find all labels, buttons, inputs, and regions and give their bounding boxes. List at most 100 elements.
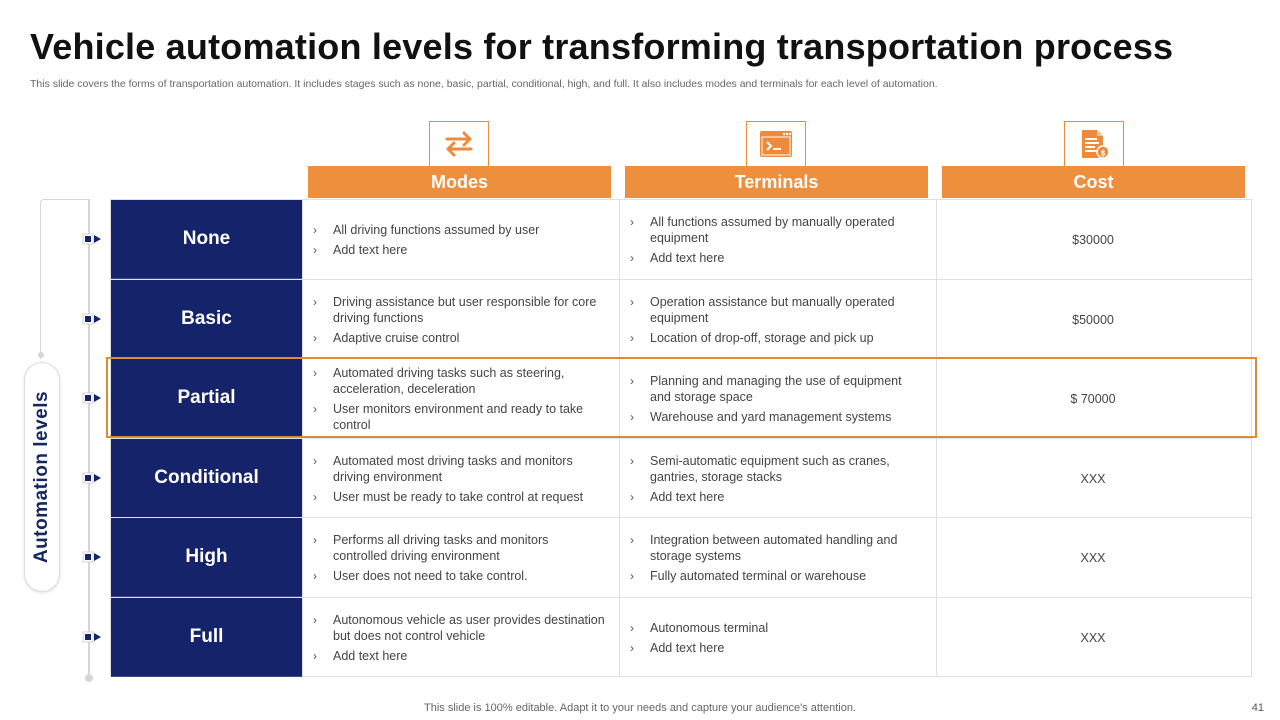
bullet-text: Planning and managing the use of equipme… bbox=[650, 373, 902, 404]
bullet-text: Integration between automated handling a… bbox=[650, 532, 898, 563]
bullet-item: › Add text here bbox=[630, 489, 922, 505]
cost-value: $50000 bbox=[1072, 312, 1114, 327]
chevron-right-icon: › bbox=[630, 453, 634, 468]
bullet-text: Location of drop-off, storage and pick u… bbox=[650, 330, 874, 345]
chevron-right-icon: › bbox=[630, 214, 634, 229]
chevron-right-icon: › bbox=[313, 365, 317, 380]
page-number: 41 bbox=[1251, 702, 1264, 714]
cost-icon-box: $ bbox=[1064, 121, 1124, 167]
bullet-text: User does not need to take control. bbox=[333, 568, 528, 583]
bullet-text: Warehouse and yard management systems bbox=[650, 409, 892, 424]
chevron-right-icon: › bbox=[630, 640, 634, 655]
bullet-item: › Add text here bbox=[313, 648, 605, 664]
modes-icon-box bbox=[429, 121, 489, 167]
cost-cell: $50000 bbox=[936, 280, 1253, 359]
modes-cell: › All driving functions assumed by user › A… bbox=[302, 200, 619, 279]
bullet-text: User monitors environment and ready to t… bbox=[333, 401, 584, 432]
terminals-cell: › Operation assistance but manually opera… bbox=[619, 280, 936, 359]
bullet-text: Driving assistance but user responsible … bbox=[333, 294, 597, 325]
bullet-item: › Automated driving tasks such as steerin… bbox=[313, 365, 605, 397]
chevron-right-icon: › bbox=[630, 373, 634, 388]
terminals-icon-box bbox=[746, 121, 806, 167]
automation-table: None › All driving functions assumed by us… bbox=[110, 199, 1253, 677]
bullet-text: Semi-automatic equipment such as cranes,… bbox=[650, 453, 890, 484]
bullet-item: › Warehouse and yard management systems bbox=[630, 409, 922, 425]
cost-value: $30000 bbox=[1072, 232, 1114, 247]
cost-cell: XXX bbox=[936, 518, 1253, 597]
slide-title: Vehicle automation levels for transformi… bbox=[30, 26, 1174, 67]
modes-cell: › Automated driving tasks such as steerin… bbox=[302, 359, 619, 438]
chevron-right-icon: › bbox=[313, 453, 317, 468]
bullet-text: Add text here bbox=[333, 242, 408, 257]
table-row: High › Performs all driving tasks and moni… bbox=[111, 517, 1253, 597]
chevron-right-icon: › bbox=[313, 330, 317, 345]
bullet-text: Fully automated terminal or warehouse bbox=[650, 568, 867, 583]
bullet-text: Autonomous vehicle as user provides dest… bbox=[333, 612, 605, 643]
level-cell: Basic bbox=[111, 280, 302, 359]
bullet-text: Add text here bbox=[650, 640, 725, 655]
modes-cell: › Autonomous vehicle as user provides des… bbox=[302, 598, 619, 677]
table-row: None › All driving functions assumed by us… bbox=[111, 199, 1253, 279]
bullet-item: › Adaptive cruise control bbox=[313, 330, 605, 346]
table-row: Basic › Driving assistance but user respon… bbox=[111, 279, 1253, 359]
level-marker-icon bbox=[82, 392, 102, 404]
level-cell: Conditional bbox=[111, 439, 302, 518]
bullet-text: User must be ready to take control at re… bbox=[333, 489, 584, 504]
chevron-right-icon: › bbox=[313, 401, 317, 416]
bullet-text: All driving functions assumed by user bbox=[333, 222, 540, 237]
level-marker-icon bbox=[82, 313, 102, 325]
bullet-item: › Integration between automated handling … bbox=[630, 532, 922, 564]
automation-levels-text: Automation levels bbox=[31, 390, 52, 564]
bullet-text: Performs all driving tasks and monitors … bbox=[333, 532, 549, 563]
chevron-right-icon: › bbox=[313, 242, 317, 257]
bullet-item: › Performs all driving tasks and monitors… bbox=[313, 532, 605, 564]
chevron-right-icon: › bbox=[630, 250, 634, 265]
terminals-cell: › Autonomous terminal › Add text here bbox=[619, 598, 936, 677]
svg-text:$: $ bbox=[1100, 149, 1106, 158]
exchange-arrows-icon bbox=[445, 131, 473, 157]
bullet-item: › User does not need to take control. bbox=[313, 568, 605, 584]
table-row: Conditional › Automated most driving tasks… bbox=[111, 438, 1253, 518]
header-terminals: Terminals bbox=[625, 166, 928, 198]
terminals-cell: › All functions assumed by manually opera… bbox=[619, 200, 936, 279]
bullet-item: › Location of drop-off, storage and pick … bbox=[630, 330, 922, 346]
bullet-item: › Add text here bbox=[630, 250, 922, 266]
level-cell: High bbox=[111, 518, 302, 597]
level-marker-icon bbox=[82, 631, 102, 643]
table-row: Partial › Automated driving tasks such as … bbox=[111, 358, 1253, 438]
cost-value: XXX bbox=[1080, 471, 1106, 486]
chevron-right-icon: › bbox=[313, 532, 317, 547]
bullet-item: › Add text here bbox=[313, 242, 605, 258]
terminal-window-icon bbox=[760, 131, 792, 157]
chevron-right-icon: › bbox=[630, 330, 634, 345]
modes-cell: › Automated most driving tasks and monito… bbox=[302, 439, 619, 518]
slide-subtitle: This slide covers the forms of transport… bbox=[30, 78, 938, 90]
chevron-right-icon: › bbox=[630, 620, 634, 635]
chevron-right-icon: › bbox=[630, 294, 634, 309]
bullet-item: › User must be ready to take control at r… bbox=[313, 489, 605, 505]
chevron-right-icon: › bbox=[313, 612, 317, 627]
modes-cell: › Driving assistance but user responsible… bbox=[302, 280, 619, 359]
header-cost: Cost bbox=[942, 166, 1245, 198]
bullet-item: › User monitors environment and ready to … bbox=[313, 401, 605, 433]
bullet-text: Automated most driving tasks and monitor… bbox=[333, 453, 573, 484]
rail-line bbox=[88, 199, 90, 677]
chevron-right-icon: › bbox=[313, 222, 317, 237]
terminals-cell: › Semi-automatic equipment such as cranes… bbox=[619, 439, 936, 518]
invoice-document-icon: $ bbox=[1082, 130, 1110, 159]
slide-footer: This slide is 100% editable. Adapt it to… bbox=[424, 702, 856, 714]
bullet-text: Automated driving tasks such as steering… bbox=[333, 365, 565, 396]
cost-value: $ 70000 bbox=[1070, 391, 1116, 406]
chevron-right-icon: › bbox=[630, 489, 634, 504]
cost-cell: XXX bbox=[936, 439, 1253, 518]
bullet-item: › All driving functions assumed by user bbox=[313, 222, 605, 238]
bullet-text: Add text here bbox=[650, 250, 725, 265]
cost-cell: $ 70000 bbox=[936, 359, 1253, 438]
modes-cell: › Performs all driving tasks and monitors… bbox=[302, 518, 619, 597]
cost-cell: XXX bbox=[936, 598, 1253, 677]
bullet-item: › Add text here bbox=[630, 640, 922, 656]
rail-dot-top bbox=[38, 352, 44, 358]
bullet-text: Adaptive cruise control bbox=[333, 330, 460, 345]
bullet-text: Operation assistance but manually operat… bbox=[650, 294, 895, 325]
bullet-item: › Planning and managing the use of equipm… bbox=[630, 373, 922, 405]
